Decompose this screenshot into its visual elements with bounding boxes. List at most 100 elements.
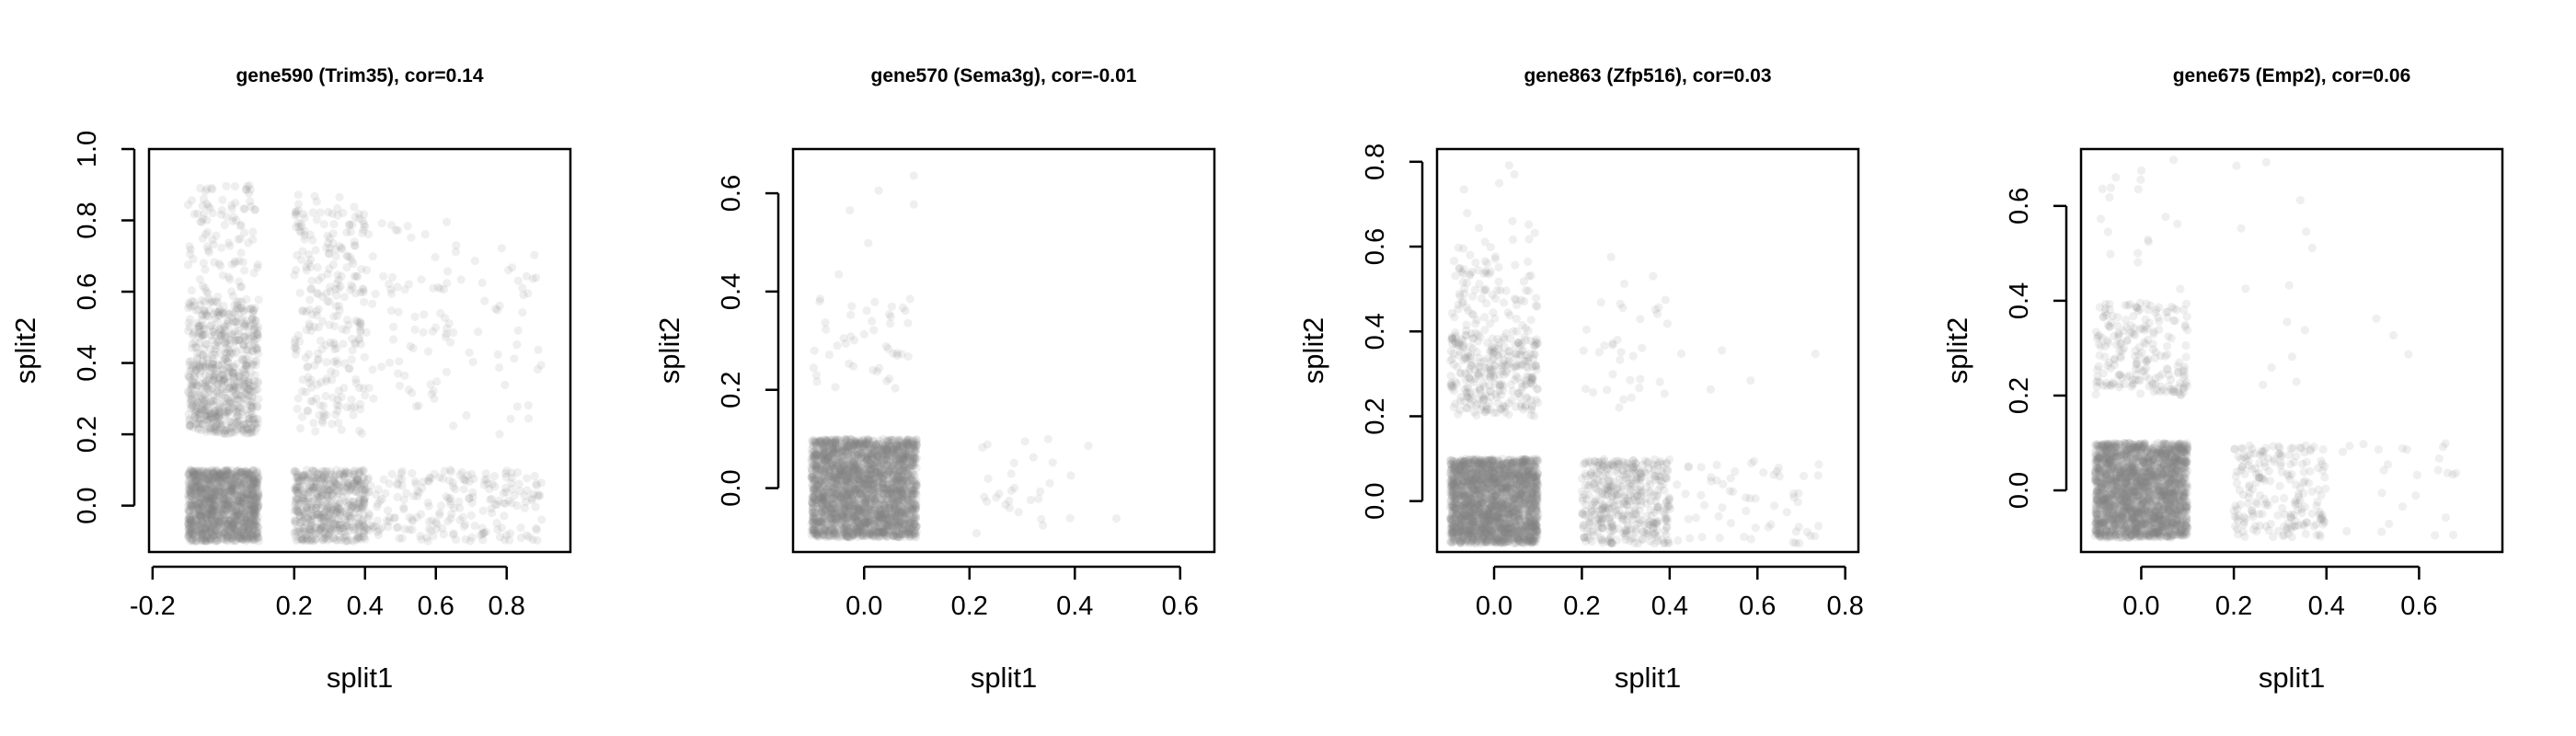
data-point: [192, 490, 201, 500]
data-point: [368, 252, 377, 261]
data-point: [190, 516, 200, 525]
data-point: [222, 470, 231, 479]
data-point: [243, 534, 252, 543]
data-point: [348, 282, 357, 292]
data-point: [247, 507, 256, 516]
data-point: [203, 492, 213, 501]
data-point: [295, 337, 305, 346]
data-point: [314, 354, 323, 363]
data-point: [210, 500, 219, 511]
data-point: [486, 495, 495, 504]
data-point: [187, 489, 196, 498]
data-point: [187, 302, 196, 312]
data-point: [192, 502, 201, 512]
data-point: [400, 524, 409, 534]
data-point: [189, 255, 198, 264]
data-point: [201, 478, 211, 489]
data-point: [219, 466, 228, 476]
data-point: [202, 523, 212, 532]
data-point: [327, 516, 336, 525]
data-point: [230, 470, 239, 479]
data-point: [188, 522, 197, 531]
data-point: [184, 507, 193, 516]
data-point: [185, 515, 194, 525]
data-point: [226, 515, 236, 525]
data-point: [247, 489, 256, 499]
data-point: [199, 535, 208, 545]
data-point: [214, 471, 224, 480]
data-point: [213, 506, 222, 515]
data-point: [216, 261, 225, 270]
data-point: [202, 466, 212, 476]
data-point: [190, 470, 199, 479]
data-point: [249, 535, 259, 546]
data-point: [235, 522, 244, 531]
data-point: [204, 497, 214, 506]
data-point: [295, 288, 305, 297]
data-point: [361, 391, 370, 400]
data-point: [209, 468, 218, 477]
data-point: [204, 503, 214, 512]
data-point: [225, 492, 235, 501]
data-point: [342, 263, 351, 272]
data-point: [215, 508, 225, 517]
data-point: [198, 484, 207, 493]
data-point: [225, 481, 235, 490]
data-point: [232, 517, 242, 526]
data-point: [211, 525, 221, 535]
data-point: [208, 236, 217, 245]
data-point: [350, 271, 359, 281]
data-point: [240, 468, 249, 478]
data-point: [243, 515, 252, 524]
data-point: [185, 486, 194, 495]
data-point: [213, 522, 222, 532]
data-point: [250, 323, 259, 332]
data-point: [190, 496, 200, 505]
data-point: [245, 479, 254, 489]
data-point: [248, 521, 258, 530]
data-point: [190, 494, 200, 503]
data-point: [311, 427, 320, 436]
data-point: [251, 481, 260, 490]
data-point: [213, 530, 223, 539]
data-point: [318, 523, 328, 532]
data-point: [226, 329, 236, 339]
data-point: [190, 475, 200, 484]
data-point: [252, 477, 261, 488]
data-point: [236, 530, 245, 539]
data-point: [248, 486, 258, 495]
data-point: [213, 472, 223, 481]
data-point: [197, 536, 206, 546]
data-point: [347, 355, 356, 364]
data-point: [211, 489, 220, 498]
data-point: [235, 496, 244, 505]
data-point: [224, 475, 233, 484]
data-point: [247, 509, 256, 518]
data-point: [210, 473, 219, 483]
data-point: [189, 482, 198, 491]
data-point: [230, 517, 239, 526]
data-point: [224, 510, 233, 519]
data-point: [254, 489, 263, 498]
data-point: [305, 378, 315, 387]
data-point: [325, 244, 334, 253]
data-point: [238, 478, 247, 488]
data-point: [250, 510, 259, 519]
data-point: [250, 304, 259, 313]
data-point: [201, 513, 210, 523]
data-point: [197, 512, 206, 522]
data-point: [292, 210, 301, 219]
data-point: [253, 512, 262, 522]
data-point: [424, 477, 433, 487]
data-point: [232, 305, 241, 315]
data-point: [250, 504, 259, 514]
data-point: [438, 523, 447, 533]
data-point: [209, 531, 218, 540]
data-point: [243, 483, 252, 493]
data-point: [233, 486, 242, 496]
data-point: [203, 493, 213, 502]
data-point: [417, 275, 426, 284]
data-point: [207, 505, 216, 514]
data-point: [211, 526, 220, 536]
data-point: [500, 380, 510, 390]
